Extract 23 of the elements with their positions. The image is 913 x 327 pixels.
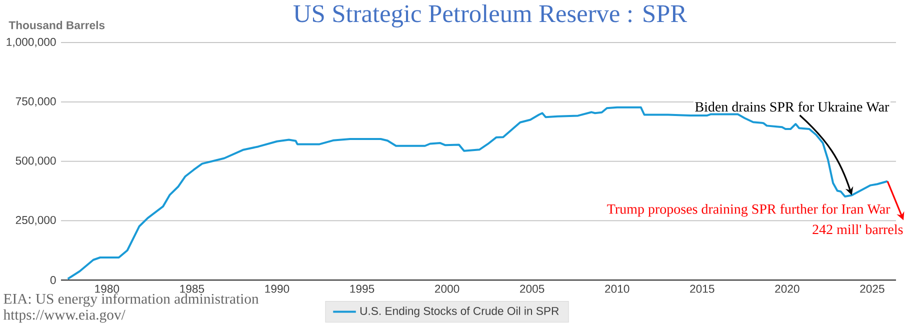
y-tick-label: 500,000 <box>16 156 56 166</box>
x-tick-label: 2010 <box>605 284 630 293</box>
x-tick-label: 2005 <box>520 284 544 293</box>
x-tick-label: 1995 <box>350 284 374 293</box>
legend-label: U.S. Ending Stocks of Crude Oil in SPR <box>360 306 559 318</box>
annotation: Trump proposes draining SPR further for Iran War <box>607 204 890 217</box>
x-tick-label: 1985 <box>180 284 204 293</box>
x-tick-label: 2025 <box>860 284 884 293</box>
chart-title: US Strategic Petroleum Reserve : SPR <box>294 4 688 28</box>
y-tick-label: 1,000,000 <box>6 38 56 48</box>
x-tick-label: 2015 <box>690 284 714 293</box>
x-tick-label: 1990 <box>265 284 290 293</box>
y-tick-label: 0 <box>50 276 56 284</box>
y-axis-title: Thousand Barrels <box>8 20 105 30</box>
x-tick-label: 2020 <box>775 284 800 293</box>
y-tick-label: 250,000 <box>16 216 56 226</box>
annotation: Biden drains SPR for Ukraine War <box>695 102 890 112</box>
annotation: 242 mill' barrels <box>812 224 903 234</box>
x-tick-label: 1980 <box>95 284 120 293</box>
y-tick-label: 750,000 <box>16 97 56 107</box>
text: https://www.eia.gov/ <box>3 309 126 323</box>
x-tick-label: 2000 <box>435 284 460 293</box>
text: EIA: US energy information administration <box>4 293 259 307</box>
